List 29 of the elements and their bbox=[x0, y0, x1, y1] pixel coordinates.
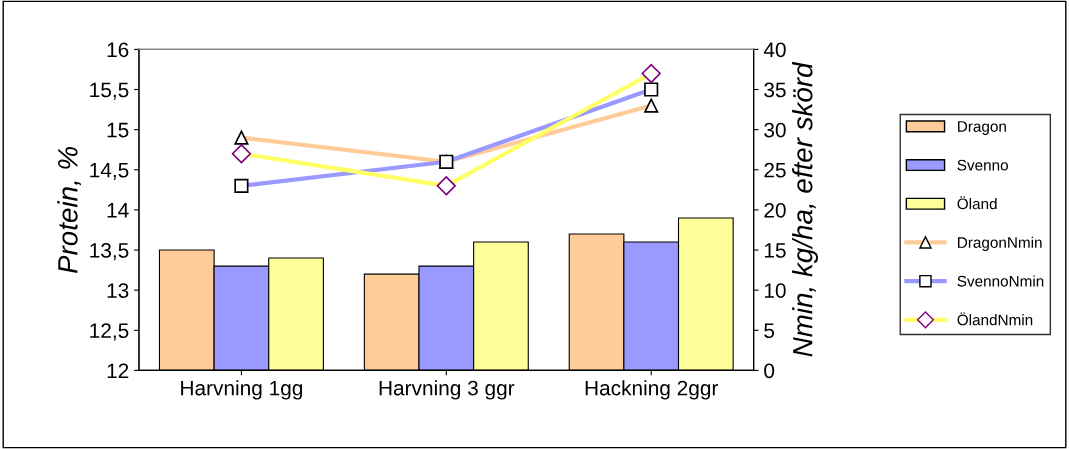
legend-label: Svenno bbox=[957, 159, 1008, 171]
y2-tick-label: 30 bbox=[764, 122, 786, 138]
y2-tick-label: 15 bbox=[764, 243, 786, 258]
y2-tick-label: 40 bbox=[763, 42, 786, 58]
y-tick-label: 16 bbox=[107, 42, 129, 58]
legend-label: DragonNmin bbox=[958, 236, 1042, 251]
legend-label: Öland bbox=[957, 196, 997, 210]
y-tick-label: 13,5 bbox=[90, 243, 129, 261]
y-tick-label: 13 bbox=[107, 283, 129, 298]
y2-tick-label: 20 bbox=[764, 202, 786, 218]
y-tick-label: 12 bbox=[107, 363, 129, 378]
legend-label: ÖlandNmin bbox=[957, 312, 1033, 326]
y2-axis-title: Nmin, kg/ha, efter skörd bbox=[792, 61, 818, 357]
legend-label: Dragon bbox=[958, 121, 1006, 135]
y2-tick-label: 25 bbox=[764, 162, 786, 178]
y2-tick-label: 0 bbox=[764, 363, 775, 379]
y2-tick-label: 10 bbox=[764, 283, 786, 298]
legend-label: SvennoNmin bbox=[957, 275, 1044, 287]
x-tick-label: Hackning 2ggr bbox=[585, 380, 719, 400]
x-tick-label: Harvning 1gg bbox=[181, 380, 303, 400]
y-tick-label: 14,5 bbox=[90, 162, 129, 180]
y-tick-label: 12,5 bbox=[90, 323, 129, 341]
x-tick-label: Harvning 3 ggr bbox=[379, 380, 515, 400]
y-tick-label: 15 bbox=[107, 122, 129, 138]
y-tick-label: 14 bbox=[107, 203, 129, 218]
y2-tick-label: 5 bbox=[764, 323, 775, 339]
y-axis-title: Protein, % bbox=[57, 147, 81, 274]
y-tick-label: 15,5 bbox=[90, 82, 129, 100]
y2-tick-label: 35 bbox=[764, 82, 786, 98]
